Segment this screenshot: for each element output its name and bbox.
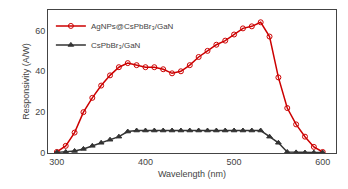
svg-text:600: 600 <box>315 157 330 167</box>
svg-text:40: 40 <box>35 66 45 76</box>
svg-text:CsPbBr₃/GaN: CsPbBr₃/GaN <box>91 41 141 50</box>
svg-text:400: 400 <box>138 157 153 167</box>
svg-text:500: 500 <box>227 157 242 167</box>
svg-text:Wavelength (nm): Wavelength (nm) <box>158 169 226 179</box>
svg-text:0: 0 <box>40 148 45 158</box>
svg-text:Responsivity (A/W): Responsivity (A/W) <box>21 43 31 120</box>
svg-text:300: 300 <box>49 157 64 167</box>
svg-text:AgNPs@CsPbBr₃/GaN: AgNPs@CsPbBr₃/GaN <box>91 22 174 31</box>
svg-text:20: 20 <box>35 107 45 117</box>
svg-text:60: 60 <box>35 26 45 36</box>
